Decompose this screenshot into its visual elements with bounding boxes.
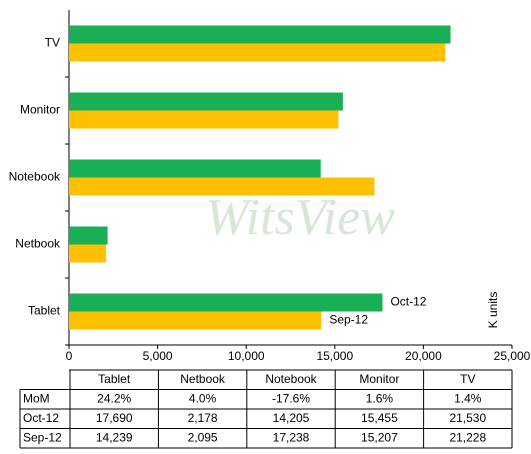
bar	[69, 244, 107, 263]
watermark: WitsView	[205, 189, 395, 246]
y-tick-label: Netbook	[15, 237, 61, 251]
table-cell: 14,205	[273, 411, 310, 425]
bar	[69, 110, 339, 129]
y-tick-label: Tablet	[28, 304, 61, 318]
table-header: Tablet	[98, 372, 131, 386]
table-header: Monitor	[359, 372, 399, 386]
table-cell: 17,690	[96, 411, 133, 425]
table-cell: 24.2%	[97, 391, 131, 405]
x-tick-label: 10,000	[228, 349, 265, 363]
table-row-label: Oct-12	[23, 411, 59, 425]
bar	[69, 311, 322, 330]
x-tick-label: 0	[66, 349, 73, 363]
table-cell: 15,207	[361, 430, 398, 444]
table-row-label: Sep-12	[23, 430, 62, 444]
x-tick-label: 15,000	[316, 349, 353, 363]
table-cell: 15,455	[361, 411, 398, 425]
table-cell: 2,178	[188, 411, 218, 425]
y-tick-label: TV	[45, 36, 60, 50]
bar	[69, 43, 446, 62]
table-header: Netbook	[180, 372, 226, 386]
bar	[69, 293, 383, 312]
bar	[69, 226, 108, 245]
x-tick-label: 25,000	[494, 349, 531, 363]
x-tick-label: 20,000	[405, 349, 442, 363]
bar	[69, 25, 451, 44]
bar	[69, 159, 321, 178]
table-cell: 21,530	[449, 411, 486, 425]
table-cell: 21,228	[449, 430, 486, 444]
table-cell: 2,095	[188, 430, 218, 444]
table-cell: 17,238	[273, 430, 310, 444]
y-tick-label: Monitor	[20, 103, 60, 117]
table-cell: 1.4%	[454, 391, 482, 405]
y-tick-label: Notebook	[9, 170, 61, 184]
x-axis-label: K units	[486, 292, 500, 329]
table-cell: 14,239	[96, 430, 133, 444]
table-header: Notebook	[265, 372, 317, 386]
bar	[69, 92, 343, 111]
x-tick-label: 5,000	[143, 349, 173, 363]
table-cell: -17.6%	[272, 391, 310, 405]
legend-label: Sep-12	[329, 313, 368, 327]
table-cell: 4.0%	[189, 391, 217, 405]
legend-label: Oct-12	[390, 295, 426, 309]
table-cell: 1.6%	[366, 391, 394, 405]
table-header: TV	[460, 372, 475, 386]
table-row-label: MoM	[23, 391, 50, 405]
bar	[69, 177, 375, 196]
